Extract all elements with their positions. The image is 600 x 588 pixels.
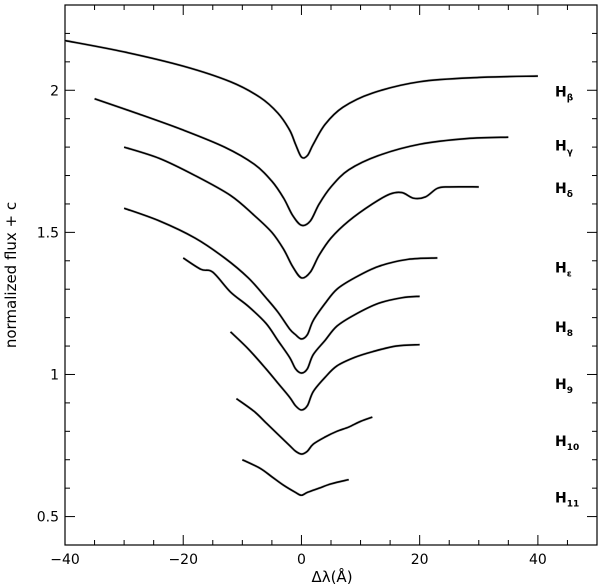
plot-frame (64, 4, 598, 546)
series-observed-trace (64, 39, 538, 160)
series-label-sub: 9 (567, 386, 573, 396)
series-lines (64, 39, 538, 497)
y-axis-title: normalized flux + c (2, 202, 20, 348)
series-label: Hγ (555, 138, 573, 157)
series-label-sub: β (567, 93, 574, 103)
y-tick-label: 0.5 (37, 510, 59, 526)
x-axis-title: Δλ(Å) (311, 567, 352, 586)
series-observed-trace (123, 206, 438, 341)
series-line (235, 397, 373, 455)
series-label: H8 (555, 320, 573, 339)
plot-border (64, 4, 598, 546)
series-label-main: H (555, 84, 567, 100)
x-tick-label: −20 (168, 552, 198, 568)
series-label-main: H (555, 434, 567, 450)
series-label-main: H (555, 320, 567, 336)
series-label-main: H (555, 377, 567, 393)
series-label-main: H (555, 491, 567, 507)
series-observed-trace (182, 256, 420, 375)
series-line (64, 39, 538, 159)
series-label: H11 (555, 491, 579, 510)
series-line (94, 98, 509, 227)
y-tick-label: 1 (50, 367, 59, 383)
series-label-sub: 10 (567, 443, 580, 453)
x-tick-label: 0 (297, 552, 306, 568)
y-tick-label: 1.5 (37, 225, 59, 241)
series-label-main: H (555, 138, 567, 154)
series-label-sub: 11 (567, 500, 580, 510)
series-label: Hε (555, 260, 572, 279)
series-label-main: H (555, 260, 567, 276)
series-label: H9 (555, 377, 573, 396)
series-line (241, 459, 349, 497)
series-label-sub: 8 (567, 329, 573, 339)
x-tick-label: −40 (50, 552, 80, 568)
series-label-main: H (555, 181, 567, 197)
series-label: Hδ (555, 181, 573, 200)
axis-ticks: −40 −20 0 20 40 0.5 1 1.5 2 (37, 5, 598, 568)
x-tick-label: 20 (411, 552, 429, 568)
series-observed-trace (229, 330, 420, 412)
series-label-sub: ε (567, 269, 572, 279)
series-observed-trace (241, 458, 350, 497)
series-line (182, 257, 420, 374)
series-label: Hβ (555, 84, 574, 103)
series-label-sub: δ (567, 190, 573, 200)
series-label-sub: γ (567, 147, 573, 157)
series-line (123, 207, 438, 340)
series-line (229, 331, 420, 411)
series-label: H10 (555, 434, 579, 453)
series-line (123, 146, 479, 279)
x-tick-label: 40 (529, 552, 547, 568)
series-observed-trace (94, 97, 509, 227)
y-tick-label: 2 (50, 83, 59, 99)
